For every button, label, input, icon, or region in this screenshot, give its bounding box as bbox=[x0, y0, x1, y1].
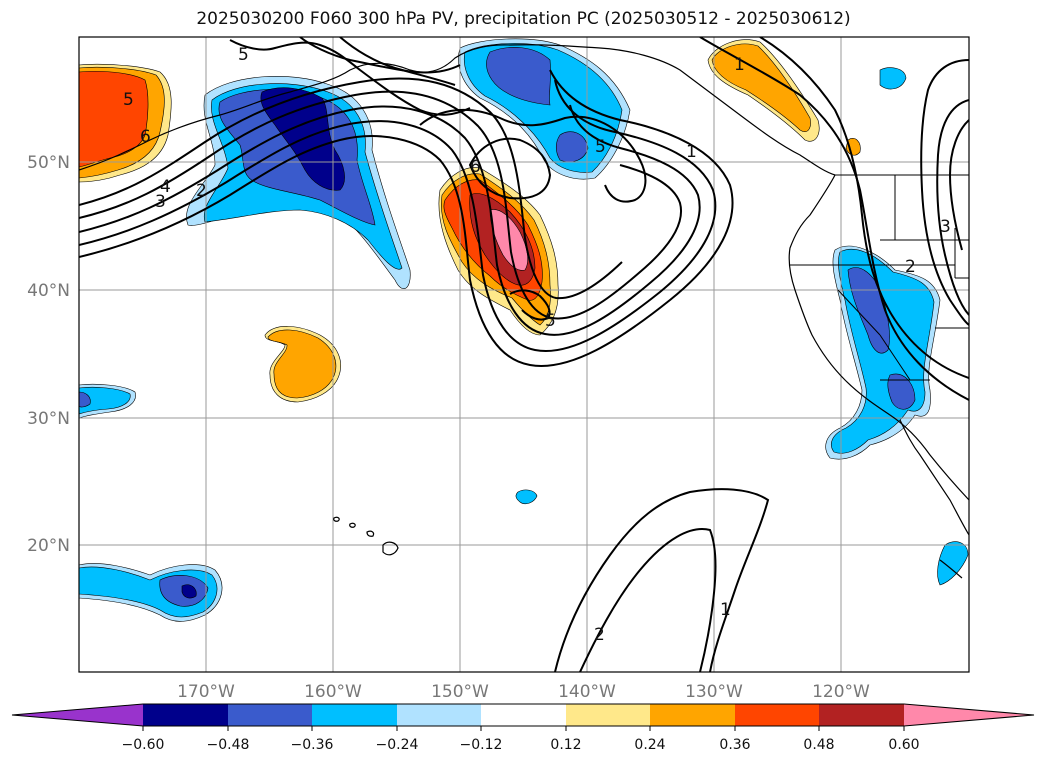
colorbar-bin bbox=[312, 704, 397, 726]
colorbar-bin bbox=[397, 704, 481, 726]
pv-contour-17 bbox=[579, 528, 717, 672]
hawaii-oahu bbox=[349, 522, 356, 528]
pv-contour-8 bbox=[229, 39, 471, 116]
pv-contour-16 bbox=[554, 488, 770, 672]
lon-label: 160°W bbox=[304, 682, 362, 702]
neg-region-sw-4 bbox=[181, 584, 197, 599]
lon-label: 120°W bbox=[812, 682, 870, 702]
coastline-alaska bbox=[79, 44, 836, 176]
colorbar-tick-label: −0.24 bbox=[376, 737, 419, 753]
colorbar-tick-label: −0.12 bbox=[460, 737, 503, 753]
lat-label: 40°N bbox=[27, 281, 70, 301]
lon-label: 130°W bbox=[685, 682, 743, 702]
lat-label: 20°N bbox=[27, 536, 70, 556]
colorbar-tick-label: 0.60 bbox=[888, 737, 919, 753]
contour-label: 6 bbox=[470, 157, 481, 177]
map-frame bbox=[78, 36, 970, 673]
hawaii-big-island bbox=[382, 541, 399, 556]
pv-contour-11 bbox=[699, 37, 969, 401]
contour-label: 1 bbox=[686, 142, 697, 162]
coastline-mexico bbox=[939, 559, 963, 579]
coastline-baja bbox=[899, 419, 969, 536]
neg-region-w-2 bbox=[79, 386, 131, 415]
colorbar-bin bbox=[819, 704, 904, 726]
colorbar-tick-label: −0.36 bbox=[291, 737, 334, 753]
pv-contour-18 bbox=[509, 289, 551, 321]
pos-region-ca-2 bbox=[267, 329, 337, 399]
pv-contour-3 bbox=[79, 104, 701, 336]
contour-label: 2 bbox=[594, 625, 605, 645]
colorbar-tick-labels: −0.60 −0.48 −0.36 −0.24 −0.12 0.12 0.24 … bbox=[122, 737, 920, 753]
pv-contour-15 bbox=[948, 119, 969, 251]
colorbar-bin bbox=[143, 704, 228, 726]
lon-labels: 170°W 160°W 150°W 140°W 130°W 120°W bbox=[177, 682, 870, 702]
colorbar-tick-label: −0.60 bbox=[122, 737, 165, 753]
contour-label: 5 bbox=[595, 137, 606, 157]
pv-contour-13 bbox=[920, 59, 969, 326]
pv-contour-4 bbox=[79, 90, 682, 320]
colorbar-over-extension bbox=[904, 704, 1034, 726]
hawaii-maui bbox=[366, 530, 375, 537]
neg-region-goa-4 bbox=[555, 131, 589, 163]
lon-label: 150°W bbox=[431, 682, 489, 702]
contour-label: 5 bbox=[545, 311, 556, 331]
lat-label: 50°N bbox=[27, 153, 70, 173]
pv-contour-6 bbox=[419, 108, 647, 203]
lat-labels: 50°N 40°N 30°N 20°N bbox=[27, 153, 70, 556]
contour-label: 5 bbox=[238, 45, 249, 65]
contour-label: 6 bbox=[140, 127, 151, 147]
lon-label: 170°W bbox=[177, 682, 235, 702]
contour-label: 1 bbox=[734, 55, 745, 75]
contour-labels: 5 4 3 2 6 5 6 5 1 1 2 1 2 3 5 bbox=[123, 45, 951, 645]
contour-label: 4 bbox=[160, 177, 171, 197]
pv-contour-10 bbox=[339, 37, 456, 86]
neg-region-hi bbox=[515, 489, 538, 505]
colorbar-bin bbox=[566, 704, 650, 726]
colorbar-bin bbox=[228, 704, 312, 726]
pv-contour-12 bbox=[759, 37, 969, 379]
lat-label: 30°N bbox=[27, 409, 70, 429]
coastline-bc bbox=[788, 174, 969, 501]
neg-region-bc bbox=[879, 67, 907, 90]
pv-contours bbox=[79, 37, 969, 672]
colorbar-tick-label: 0.48 bbox=[803, 737, 834, 753]
colorbar-bin bbox=[481, 704, 566, 726]
colorbar-ticks bbox=[142, 726, 905, 731]
contour-label: 2 bbox=[905, 257, 916, 277]
neg-region-mx bbox=[937, 541, 969, 586]
colorbar-tick-label: −0.48 bbox=[207, 737, 250, 753]
colorbar-bin bbox=[735, 704, 819, 726]
contour-label: 5 bbox=[123, 90, 134, 110]
pv-contour-5 bbox=[79, 77, 623, 300]
precip-shading bbox=[79, 38, 969, 622]
colorbar-tick-label: 0.36 bbox=[719, 737, 750, 753]
contour-label: 3 bbox=[155, 192, 166, 212]
colorbar-tick-label: 0.12 bbox=[550, 737, 581, 753]
pv-contour-14 bbox=[936, 99, 969, 316]
hawaii-kauai bbox=[333, 516, 340, 522]
map-panel: 5 4 3 2 6 5 6 5 1 1 2 1 2 3 5 bbox=[79, 37, 969, 672]
pv-contour-2 bbox=[79, 79, 717, 352]
colorbar-under-extension bbox=[12, 704, 143, 726]
pv-contour-9 bbox=[299, 37, 461, 74]
neg-region-w-3 bbox=[79, 391, 91, 408]
contour-label: 2 bbox=[196, 181, 207, 201]
pv-contour-1 bbox=[79, 69, 734, 367]
contour-label: 1 bbox=[720, 600, 731, 620]
colorbar: −0.60 −0.48 −0.36 −0.24 −0.12 0.12 0.24 … bbox=[11, 703, 1035, 753]
neg-region-goa-3 bbox=[486, 47, 551, 106]
coastlines bbox=[79, 44, 969, 579]
pv-contour-7 bbox=[468, 137, 552, 200]
figure-title: 2025030200 F060 300 hPa PV, precipitatio… bbox=[196, 9, 851, 29]
colorbar-bin bbox=[650, 704, 735, 726]
colorbar-tick-label: 0.24 bbox=[634, 737, 665, 753]
contour-label: 3 bbox=[940, 217, 951, 237]
lon-label: 140°W bbox=[558, 682, 616, 702]
pos-region-ne-2 bbox=[711, 43, 811, 132]
